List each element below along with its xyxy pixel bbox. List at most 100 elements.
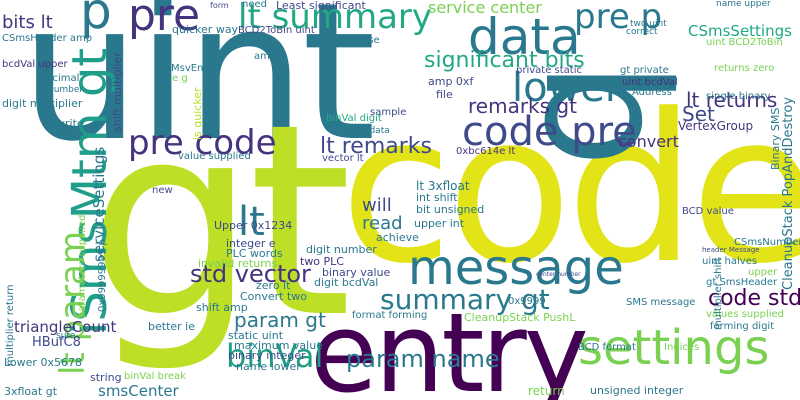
word-two-uint: two uint [630,19,667,29]
word-gt-private: gt private [620,65,669,76]
word-data: data [468,8,581,66]
word-unsigned-integer: unsigned integer [590,384,684,397]
word-lt-remarks: lt remarks [320,134,432,159]
word-center-number: center number [536,271,581,278]
word-lower: lower [512,65,622,111]
word-values-supplied: values supplied [706,309,785,320]
word-Address: Address [632,87,672,98]
word-string: string [90,371,122,384]
word-CSmsHeader-amp: CSmsHeader amp [2,33,93,44]
word-is-quicker: is quicker [191,87,204,140]
word-vector-lt: vector lt [322,153,364,164]
word-entry: entry [310,289,589,400]
word-HBufC8: HBufC8 [32,335,81,350]
word-binVal-break: binVal break [124,371,186,382]
word-returns-zero: returns zero [714,63,775,74]
word-sure: sure [56,331,76,341]
word-read: read [362,213,403,234]
word-significant-bits: significant bits [424,48,585,73]
word-form: form [210,1,229,10]
word-binVal-digit: binVal digit [326,113,382,124]
word-format-forming: format forming [352,310,428,321]
word-BCD-format: BCD format [578,342,636,353]
word-static-uint: static uint [228,329,284,342]
word-pre: pre [128,0,201,41]
word-bits-lt: bits lt [2,12,53,33]
word-code-std: code std [708,286,800,311]
word-integer-e: integer e [226,237,276,250]
word-service-center: service center [428,0,542,17]
word-uint-BCD2ToBin: uint BCD2ToBin [706,37,783,48]
word-shift-multiplier: shift multiplier [111,52,124,132]
word-invalid-returns: invalid returns [198,257,278,270]
word-new: new [152,185,173,196]
word-param-gt: param gt [234,308,326,332]
word-std-vector: std vector [190,260,311,288]
word-Binary-SMS: Binary SMS [769,107,782,170]
word-digit-multiplier: digit multiplier [2,97,83,110]
word-BCD-value: BCD value [682,206,734,217]
word-sample: sample [370,107,407,118]
word-p: p [80,0,112,40]
word-correct: correct [626,27,658,37]
word-two-PLC: two PLC [300,255,344,268]
word-Set: Set [682,102,715,126]
word-better-ie: better ie [148,320,195,333]
word-lt-returns: lt returns [686,88,778,112]
word-gt-SmsHeader: gt SmsHeader [706,277,778,288]
word-CleanupStack-PushL: CleanupStack PushL [464,311,576,324]
word-digit-number: digit number [306,243,377,256]
word-0xbc614e-lt: 0xbc614e lt [456,146,516,157]
word-lt-summary: lt summary [238,0,433,37]
word-3xfloat-gt: 3xfloat gt [4,385,58,398]
word-zero-lt: zero lt [256,279,291,292]
word-upper-int: upper int [414,217,465,230]
word-parameters-supplied: parameters supplied [77,214,88,318]
word-convert: convert [618,132,679,151]
word-Upper-0x1234: Upper 0x1234 [214,219,293,232]
word-uint-bcdVal: uint bcdVal [622,77,678,88]
word-achieve: achieve [376,231,419,244]
word-pre-code: pre code [128,123,277,163]
word-bcdVal-upper: bcdVal upper [2,59,68,70]
word-multiplier-shift: multiplier shift [713,257,724,331]
word-CleanupStack: CleanupStack PopAndDestroy [781,96,796,290]
word-Least-significant: Least significant [276,0,366,12]
word-number: number [48,85,84,95]
word-0x9999: 0x9999 [508,296,546,307]
word-upper: upper [748,267,778,278]
word-int-shift: int shift [416,191,458,204]
word-name-lower: name lower [236,360,301,373]
word-need: need [242,0,267,10]
word-0x99999999-p: 0x99999999 p [97,239,108,312]
word-lt: lt [238,199,265,245]
word-name-upper: name upper [716,0,771,9]
word-return: return [528,384,565,398]
word-forming-digit: forming digit [710,321,775,332]
word-CSmsNumber: CSmsNumber [734,237,800,248]
word-will: will [362,195,392,216]
word-maximum-value: maximum value [234,339,323,352]
word-amp: amp [254,51,277,62]
word-smsCenter: smsCenter [98,382,179,400]
word-uint-halves: uint halves [702,256,758,267]
word-binary-value: binary value [322,266,391,279]
word-SMS-message: SMS message [626,297,696,308]
word-message: message [408,240,624,296]
word-PLC-words: PLC words [226,247,283,260]
word-VertexGroup: VertexGroup [678,119,754,133]
word-file: file [436,88,453,101]
word-bit-unsigned: bit unsigned [416,203,485,216]
word-private-static: private static [516,65,582,76]
word-quicker-way: quicker way [172,23,239,36]
word-gt: gt [88,68,352,376]
word-triangleCount: triangleCount [14,318,117,336]
word-Indices: Indices [664,342,700,353]
word-uint: uint [20,0,376,183]
word-value-supplied: value supplied [178,151,251,162]
word-single-binary: single binary [706,91,771,102]
word-digit-bcdVal: digit bcdVal [314,276,379,289]
word-header-Message: header Message [702,246,760,254]
word-CSmsSettings: CSmsSettings [688,22,792,40]
